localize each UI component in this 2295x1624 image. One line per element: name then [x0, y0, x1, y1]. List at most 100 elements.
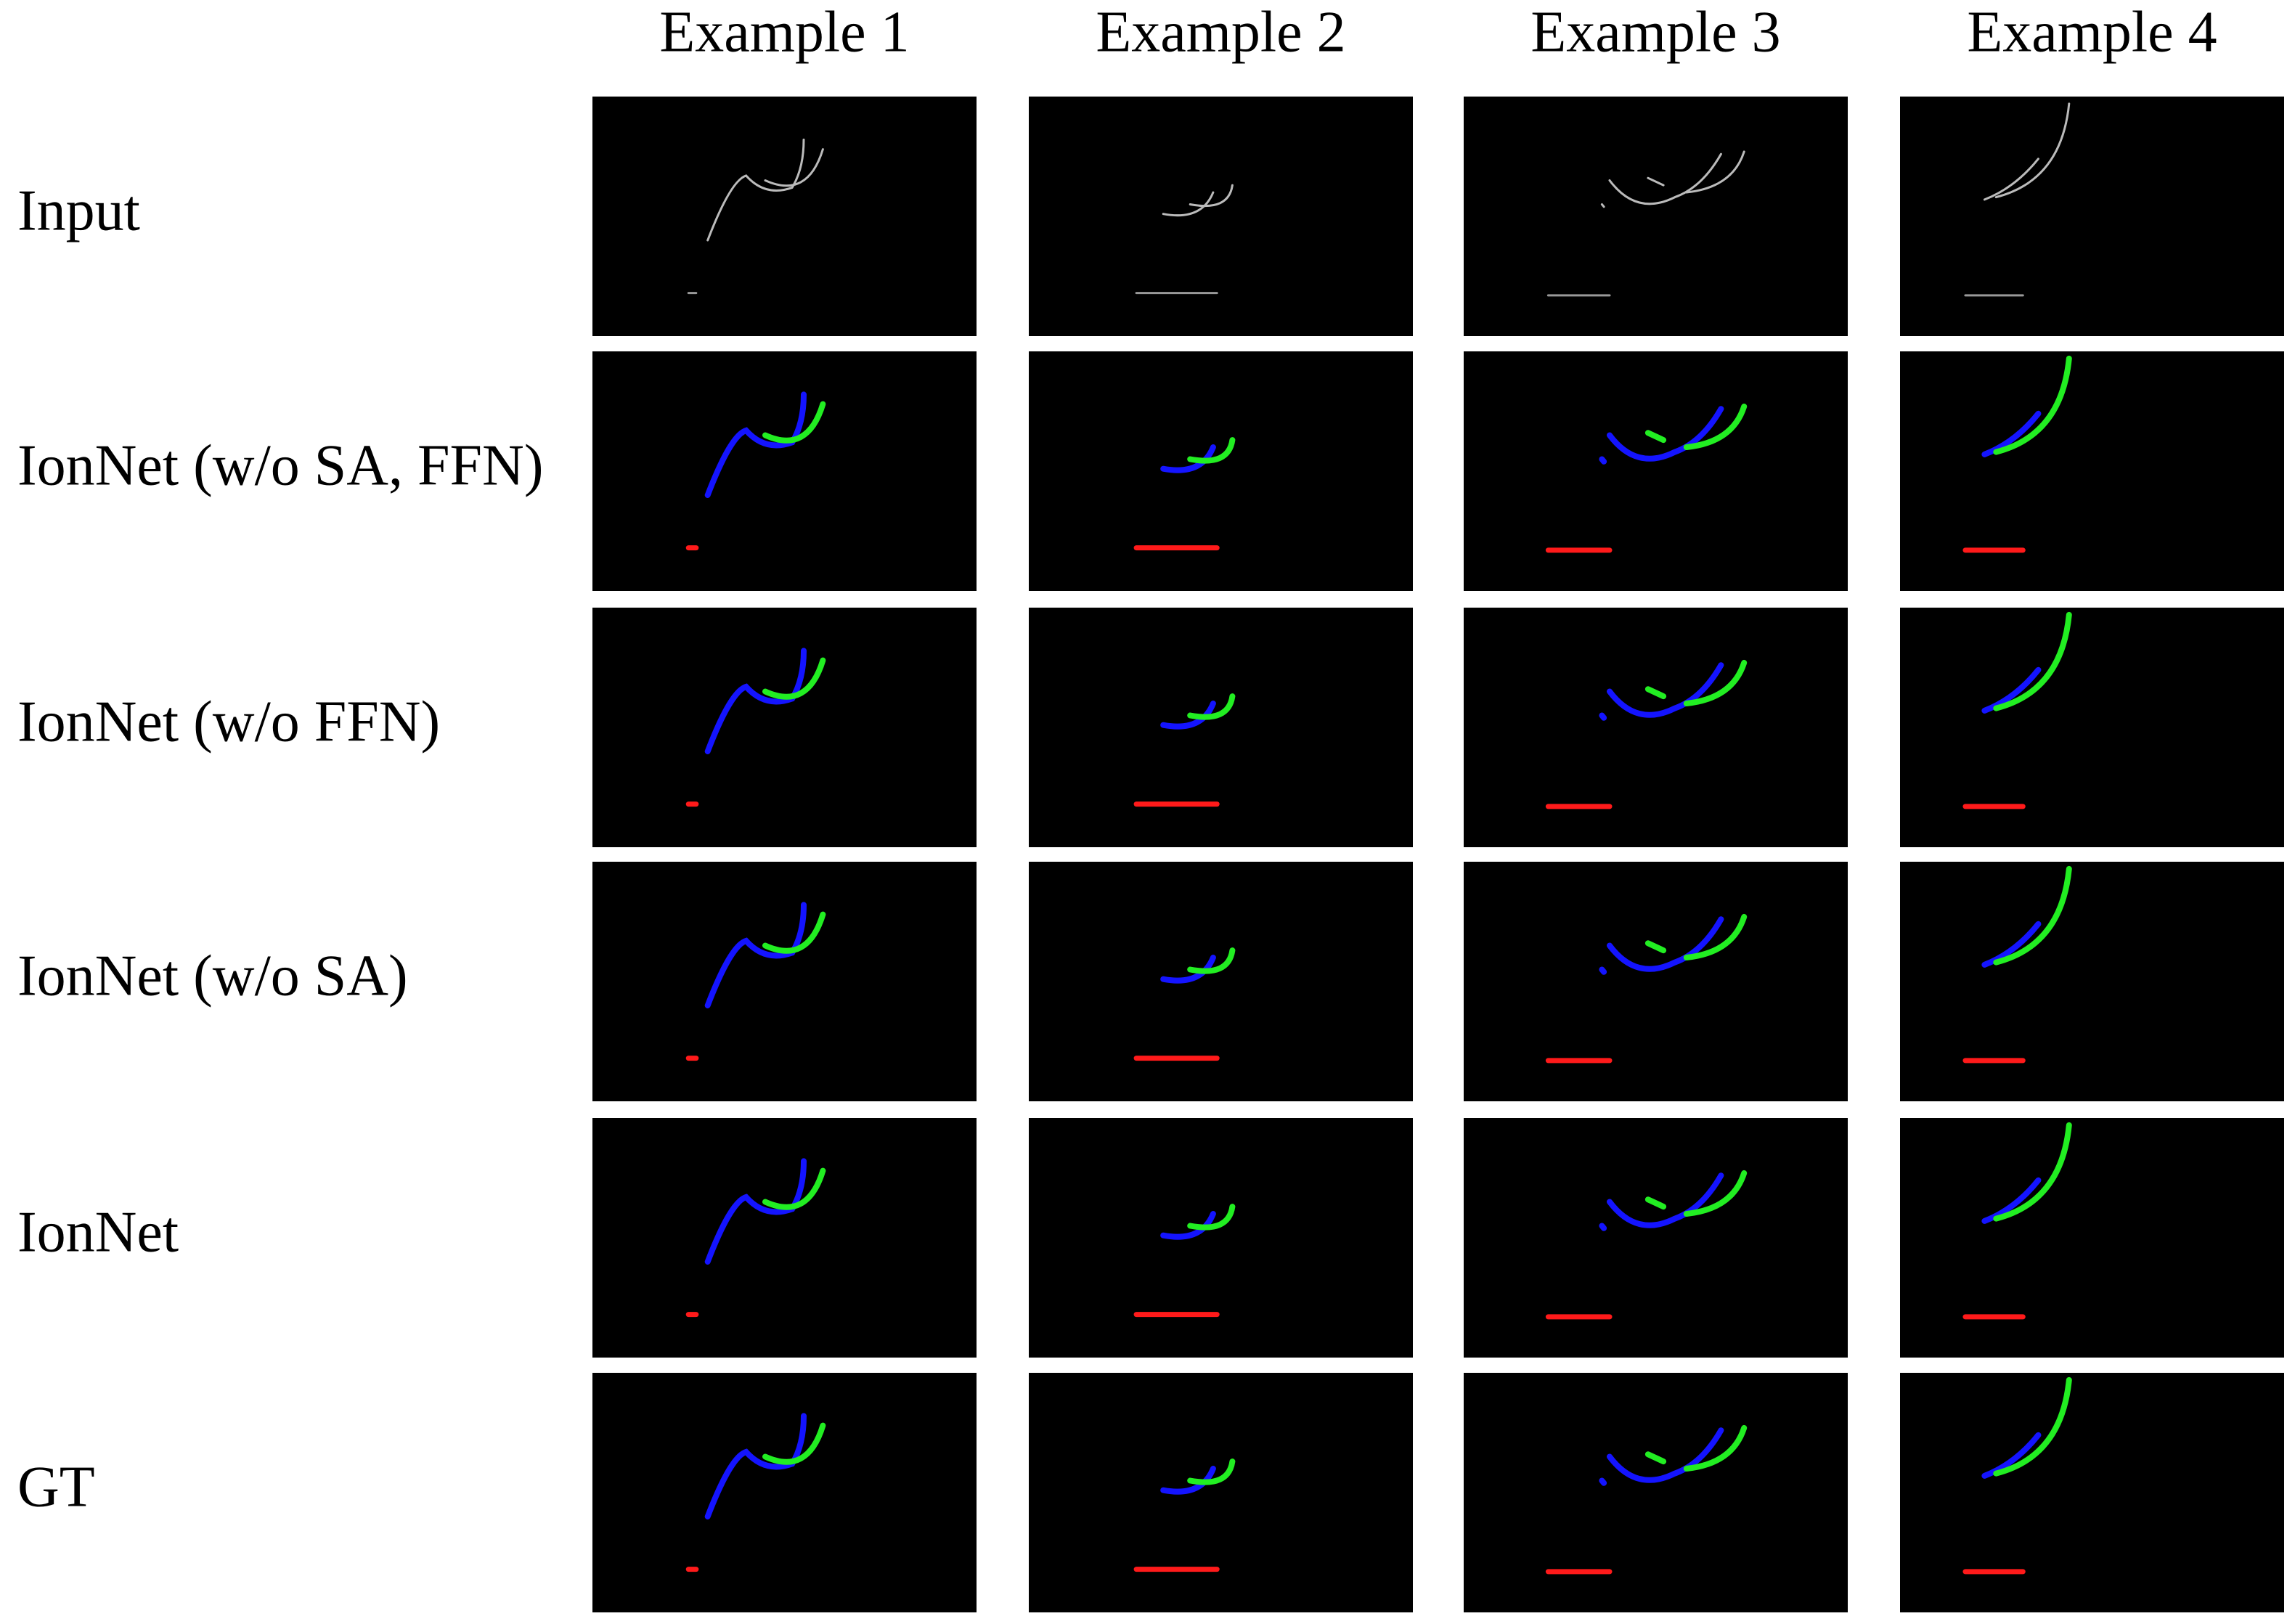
green-segment: [1187, 693, 1236, 720]
result-image: [1029, 351, 1413, 591]
blue-segment: [1599, 1172, 1724, 1231]
input-trace: [1647, 150, 1745, 194]
image-background: [592, 608, 977, 847]
row-label: Input: [17, 179, 140, 242]
green-segment: [762, 401, 826, 444]
result-image: [1900, 1118, 2284, 1358]
blue-segment: [1160, 955, 1216, 984]
blue-segment: [704, 391, 807, 498]
green-segment: [1187, 947, 1236, 974]
green-segment: [1187, 1204, 1236, 1231]
column-header: Example 1: [659, 0, 909, 64]
green-segment: [1993, 611, 2072, 711]
green-segment: [1993, 1122, 2072, 1222]
blue-segment: [704, 1413, 807, 1519]
result-image: [1029, 97, 1413, 336]
result-image: [1900, 1373, 2284, 1612]
column-header: Example 2: [1096, 0, 1345, 64]
result-image: [1464, 1373, 1848, 1612]
blue-segment: [1160, 1466, 1216, 1495]
green-segment: [1187, 1458, 1236, 1485]
blue-segment: [704, 902, 807, 1008]
result-image: [592, 862, 977, 1101]
column-header: Example 4: [1967, 0, 2217, 64]
image-background: [1464, 97, 1848, 336]
blue-segment: [1599, 406, 1724, 465]
column-header: Example 3: [1530, 0, 1780, 64]
image-background: [1029, 1118, 1413, 1358]
image-background: [1900, 1373, 2284, 1612]
image-background: [1900, 351, 2284, 591]
result-image: [592, 608, 977, 847]
blue-segment: [1981, 1432, 2042, 1479]
result-image: [1900, 608, 2284, 847]
blue-segment: [1981, 410, 2042, 457]
image-background: [592, 1118, 977, 1358]
row-label: IonNet (w/o SA, FFN): [17, 433, 543, 497]
input-trace: [706, 138, 805, 242]
result-image: [1029, 1118, 1413, 1358]
image-background: [1900, 862, 2284, 1101]
blue-segment: [1160, 1211, 1216, 1240]
image-background: [1464, 1373, 1848, 1612]
result-image: [1464, 862, 1848, 1101]
image-background: [1900, 1118, 2284, 1358]
blue-segment: [1981, 666, 2042, 714]
green-segment: [762, 911, 826, 954]
result-image: [592, 1373, 977, 1612]
result-image: [592, 97, 977, 336]
input-trace: [764, 148, 824, 187]
green-segment: [1993, 865, 2072, 966]
result-image: [1029, 1373, 1413, 1612]
image-background: [1029, 862, 1413, 1101]
green-segment: [1644, 913, 1748, 960]
green-segment: [762, 657, 826, 700]
result-image: [1464, 351, 1848, 591]
blue-segment: [1981, 921, 2042, 968]
blue-segment: [704, 648, 807, 754]
result-image: [1464, 1118, 1848, 1358]
green-segment: [1993, 355, 2072, 455]
result-image: [1464, 97, 1848, 336]
input-trace: [1600, 152, 1722, 208]
green-segment: [1993, 1376, 2072, 1477]
input-trace: [1162, 191, 1215, 217]
image-background: [1464, 862, 1848, 1101]
row-label: IonNet (w/o SA): [17, 944, 408, 1008]
blue-segment: [1599, 1427, 1724, 1486]
image-background: [1464, 608, 1848, 847]
image-background: [592, 351, 977, 591]
row-label: IonNet (w/o FFN): [17, 690, 440, 754]
green-segment: [1644, 403, 1748, 450]
blue-segment: [1981, 1177, 2042, 1224]
green-segment: [762, 1422, 826, 1465]
image-background: [592, 1373, 977, 1612]
result-image: [592, 1118, 977, 1358]
blue-segment: [1599, 916, 1724, 975]
image-background: [1029, 97, 1413, 336]
image-background: [1464, 351, 1848, 591]
image-background: [1900, 608, 2284, 847]
input-trace: [1983, 158, 2039, 201]
image-background: [1029, 608, 1413, 847]
image-background: [592, 97, 977, 336]
green-segment: [1644, 1170, 1748, 1217]
blue-segment: [1160, 444, 1216, 473]
green-segment: [1187, 437, 1236, 464]
image-background: [1900, 97, 2284, 336]
row-label: GT: [17, 1455, 95, 1519]
green-segment: [762, 1167, 826, 1210]
result-image: [1464, 608, 1848, 847]
blue-segment: [1160, 701, 1216, 730]
input-trace: [1189, 184, 1234, 208]
green-segment: [1644, 659, 1748, 706]
blue-segment: [1599, 662, 1724, 721]
result-image: [1029, 608, 1413, 847]
input-trace: [1994, 102, 2071, 199]
result-image: [1900, 862, 2284, 1101]
green-segment: [1644, 1424, 1748, 1472]
result-image: [1900, 97, 2284, 336]
row-label: IonNet: [17, 1200, 179, 1264]
result-image: [1900, 351, 2284, 591]
